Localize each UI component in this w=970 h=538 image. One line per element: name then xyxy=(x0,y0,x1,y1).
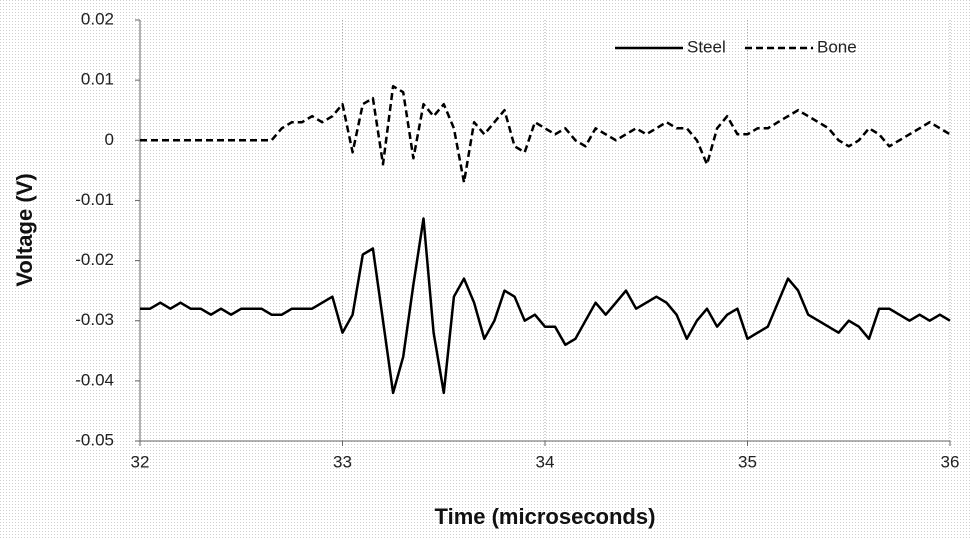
x-tick-label: 32 xyxy=(131,452,150,471)
legend-label: Bone xyxy=(817,37,857,56)
x-tick-label: 34 xyxy=(536,452,555,471)
y-tick-label: -0.04 xyxy=(75,370,114,389)
x-tick-label: 36 xyxy=(941,452,960,471)
series-line xyxy=(140,217,951,395)
y-tick-label: 0 xyxy=(105,130,114,149)
y-tick-label: -0.01 xyxy=(75,190,114,209)
y-tick-label: -0.03 xyxy=(75,310,114,329)
series-line xyxy=(140,84,951,184)
y-tick-label: -0.02 xyxy=(75,250,114,269)
x-tick-label: 33 xyxy=(333,452,352,471)
y-tick-label: 0.01 xyxy=(81,70,114,89)
x-axis-title: Time (microseconds) xyxy=(435,504,656,529)
y-tick-label: -0.05 xyxy=(75,430,114,449)
x-tick-label: 35 xyxy=(738,452,757,471)
y-tick-label: 0.02 xyxy=(81,9,114,28)
legend-label: Steel xyxy=(687,37,726,56)
y-axis-title: Voltage (V) xyxy=(12,173,37,286)
